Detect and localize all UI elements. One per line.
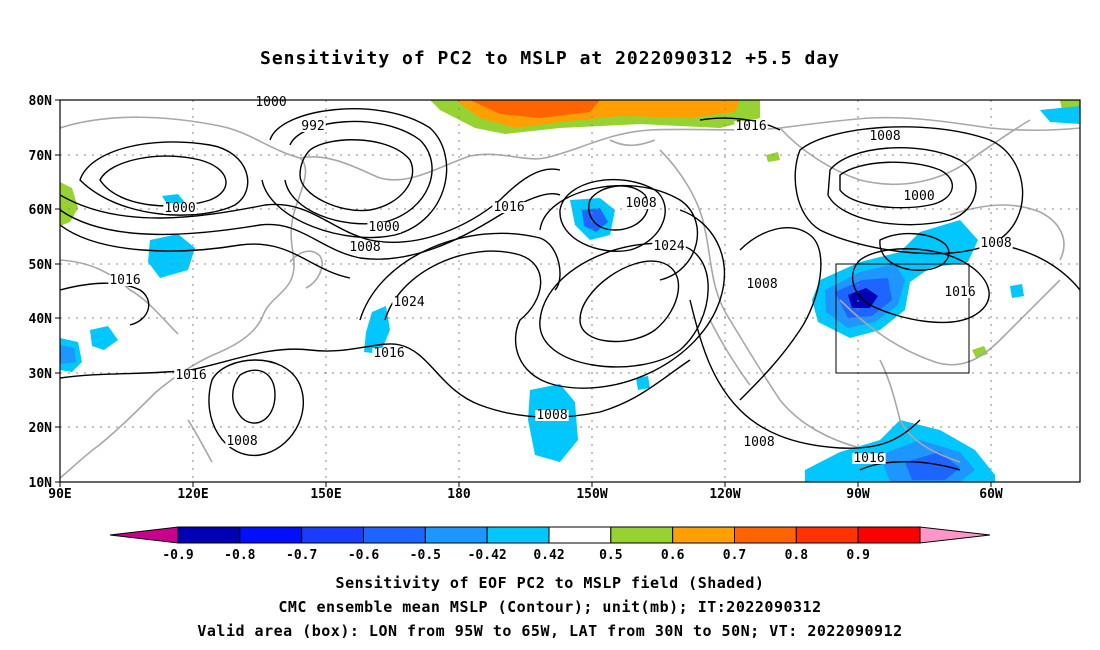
contour-label: 1016: [109, 273, 140, 288]
contour-label-halo: [372, 348, 406, 359]
contour-label: 1008: [980, 236, 1011, 251]
contour-label: 1016: [175, 368, 206, 383]
colorbar-tick-label: 0.8: [785, 548, 809, 563]
caption-line-2: CMC ensemble mean MSLP (Contour); unit(m…: [278, 598, 822, 616]
lat-label: 70N: [29, 149, 53, 164]
contour-label-halo: [979, 238, 1013, 249]
colorbar-over-arrow: [919, 526, 991, 544]
lon-label: 120E: [177, 487, 208, 502]
contour-label: 1000: [255, 95, 286, 110]
colorbar-segment: [486, 526, 550, 544]
axis-ticks: [55, 99, 992, 487]
contour-label-halo: [254, 97, 288, 108]
lat-label: 80N: [29, 94, 53, 109]
colorbar-tick-label: -0.6: [348, 548, 379, 563]
contour-label-halo: [742, 437, 776, 448]
caption-line-3: Valid area (box): LON from 95W to 65W, L…: [197, 622, 903, 640]
colorbar-segment: [672, 526, 736, 544]
contour-label: 1000: [368, 220, 399, 235]
contour-label-halo: [652, 241, 686, 252]
contour-label: 1008: [625, 196, 656, 211]
contour-label-halo: [392, 297, 426, 308]
lon-label: 180: [447, 487, 471, 502]
colorbar-segment: [610, 526, 674, 544]
contour-label-halo: [348, 242, 382, 253]
contour-label-halo: [745, 279, 779, 290]
lon-label: 150W: [576, 487, 607, 502]
colorbar-tick-label: -0.8: [224, 548, 255, 563]
contour-label: 1016: [944, 285, 975, 300]
lat-label: 30N: [29, 367, 53, 382]
contour-label-halo: [108, 275, 142, 286]
contour-label-halo: [492, 202, 526, 213]
colorbar-segment: [424, 526, 488, 544]
colorbar-segment: [857, 526, 921, 544]
contour-label: 1024: [393, 295, 424, 310]
contour-label: 992: [301, 119, 324, 134]
contour-label: 1016: [735, 119, 766, 134]
contour-label: 1008: [746, 277, 777, 292]
colorbar-segment: [301, 526, 364, 544]
colorbar-tick-label: -0.5: [410, 548, 441, 563]
contour-label-halo: [174, 370, 208, 381]
contour-label: 1008: [869, 129, 900, 144]
map-title: Sensitivity of PC2 to MSLP at 2022090312…: [259, 48, 840, 69]
colorbar: -0.9 -0.8 -0.7 -0.6 -0.5 -0.42 0.42 0.5 0.6 0.7 0.…: [109, 526, 991, 563]
colorbar-segment: [734, 526, 797, 544]
lat-label: 50N: [29, 258, 53, 273]
contour-label-halo: [734, 121, 768, 132]
contour-label-halo: [163, 203, 197, 214]
contour-label-halo: [943, 287, 977, 298]
contour-label-halo: [868, 131, 902, 142]
contour-label: 1008: [349, 240, 380, 255]
contour-label: 1008: [743, 435, 774, 450]
colorbar-tick-label: -0.7: [286, 548, 317, 563]
contour-label-halo: [367, 222, 401, 233]
contour-label: 1016: [853, 451, 884, 466]
lat-label: 40N: [29, 312, 53, 327]
lon-label: 60W: [979, 487, 1003, 502]
lon-label: 120W: [709, 487, 740, 502]
colorbar-segment: [548, 526, 612, 544]
contour-label-halo: [300, 121, 326, 132]
colorbar-tick-label: -0.42: [468, 548, 507, 563]
contour-label: 1016: [493, 200, 524, 215]
contour-label: 1024: [653, 239, 684, 254]
colorbar-segment: [363, 526, 426, 544]
colorbar-tick-label: 0.5: [599, 548, 622, 563]
contour-label-halo: [535, 410, 569, 421]
colorbar-segment: [795, 526, 859, 544]
longitude-labels: 90E 120E 150E 180 150W 120W 90W 60W: [48, 487, 1003, 502]
valid-area-box: [835, 263, 970, 374]
lat-label: 10N: [29, 476, 53, 491]
latitude-labels: 80N 70N 60N 50N 40N 30N 20N 10N: [29, 94, 53, 491]
contour-label-halo: [624, 198, 658, 209]
lat-label: 20N: [29, 421, 53, 436]
lat-label: 60N: [29, 203, 53, 218]
colorbar-tick-label: -0.9: [162, 548, 193, 563]
colorbar-segment: [177, 526, 241, 544]
map-frame: [59, 99, 1081, 483]
contour-label: 1008: [226, 434, 257, 449]
contour-labels: 1000 992 1016 1008 1000 1000 1000 1008 1…: [108, 95, 1013, 466]
contour-label-halo: [902, 191, 936, 202]
contour-label-halo: [852, 453, 886, 464]
colorbar-tick-label: 0.7: [723, 548, 746, 563]
contour-label-halo: [225, 436, 259, 447]
colorbar-tick-label: 0.9: [846, 548, 869, 563]
colorbar-segment: [239, 526, 303, 544]
lon-label: 90W: [846, 487, 870, 502]
lon-label: 150E: [310, 487, 341, 502]
colorbar-tick-label: 0.42: [533, 548, 564, 563]
colorbar-tick-label: 0.6: [661, 548, 685, 563]
contour-label: 1000: [164, 201, 195, 216]
colorbar-under-arrow: [109, 526, 179, 544]
contour-label: 1008: [536, 408, 567, 423]
contour-label: 1000: [903, 189, 934, 204]
contour-label: 1016: [373, 346, 404, 361]
lon-label: 90E: [48, 487, 71, 502]
caption-line-1: Sensitivity of EOF PC2 to MSLP field (Sh…: [335, 574, 765, 592]
